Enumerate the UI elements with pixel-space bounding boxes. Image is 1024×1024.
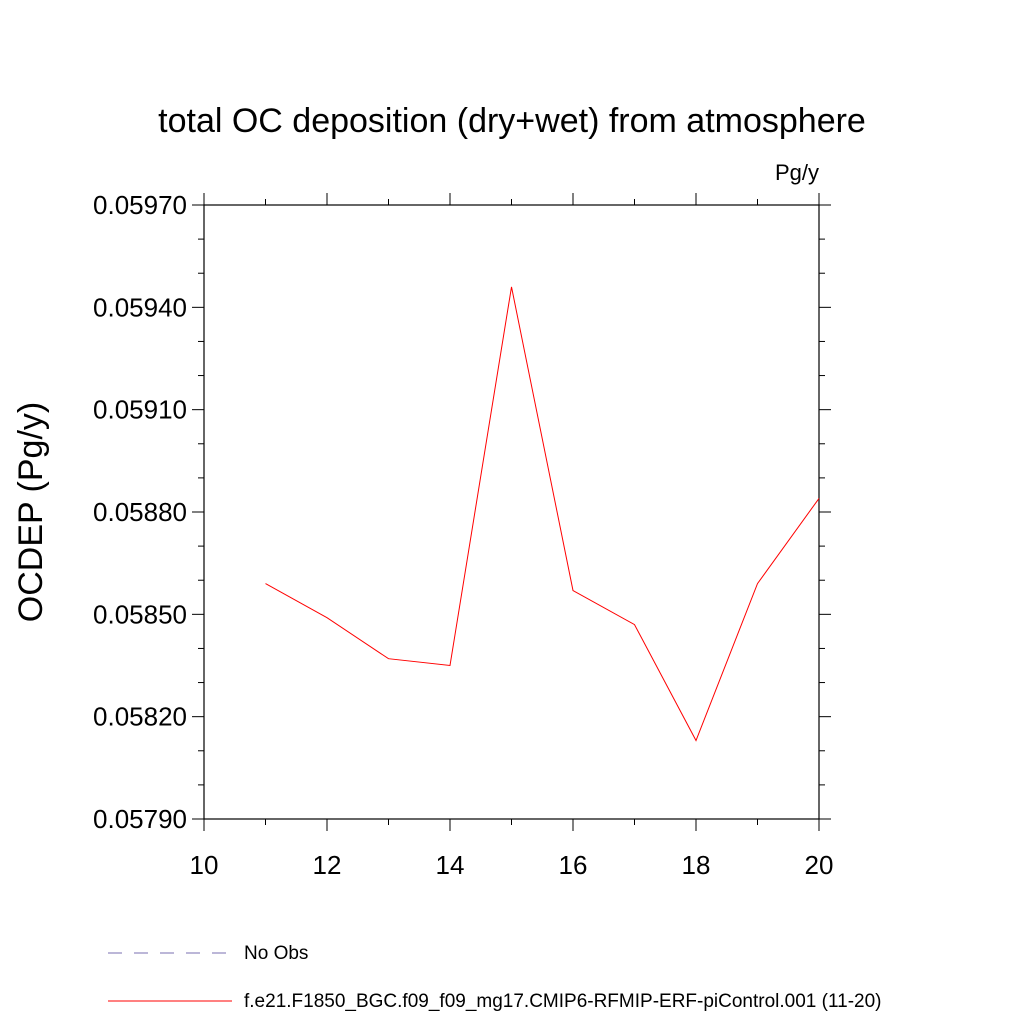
x-tick-label: 12: [313, 850, 342, 880]
y-tick-label: 0.05970: [93, 190, 187, 220]
y-tick-label: 0.05910: [93, 395, 187, 425]
y-tick-labels: 0.05970 0.05940 0.05910 0.05880 0.05850 0.058…: [93, 190, 187, 834]
units-label: Pg/y: [775, 160, 819, 185]
x-tick-label: 16: [559, 850, 588, 880]
chart-title: total OC deposition (dry+wet) from atmos…: [158, 102, 866, 140]
series-line-1: [265, 286, 820, 742]
legend-label-model: f.e21.F1850_BGC.f09_f09_mg17.CMIP6-RFMIP…: [244, 991, 881, 1012]
x-tick-label: 20: [805, 850, 834, 880]
x-tick-labels: 10 12 14 16 18 20: [190, 850, 834, 880]
x-tick-label: 14: [436, 850, 465, 880]
y-tick-label: 0.05790: [93, 804, 187, 834]
y-axis-label: OCDEP (Pg/y): [12, 402, 50, 622]
major-ticks: [192, 193, 831, 831]
y-tick-label: 0.05940: [93, 292, 187, 322]
y-tick-label: 0.05820: [93, 702, 187, 732]
legend: No Obs f.e21.F1850_BGC.f09_f09_mg17.CMIP…: [108, 943, 881, 1012]
series-lines: [265, 286, 820, 742]
y-tick-label: 0.05850: [93, 599, 187, 629]
y-tick-label: 0.05880: [93, 497, 187, 527]
x-tick-label: 18: [682, 850, 711, 880]
minor-ticks: [198, 199, 825, 825]
legend-label-no-obs: No Obs: [244, 943, 308, 964]
x-tick-label: 10: [190, 850, 219, 880]
plot-frame: [203, 204, 820, 820]
